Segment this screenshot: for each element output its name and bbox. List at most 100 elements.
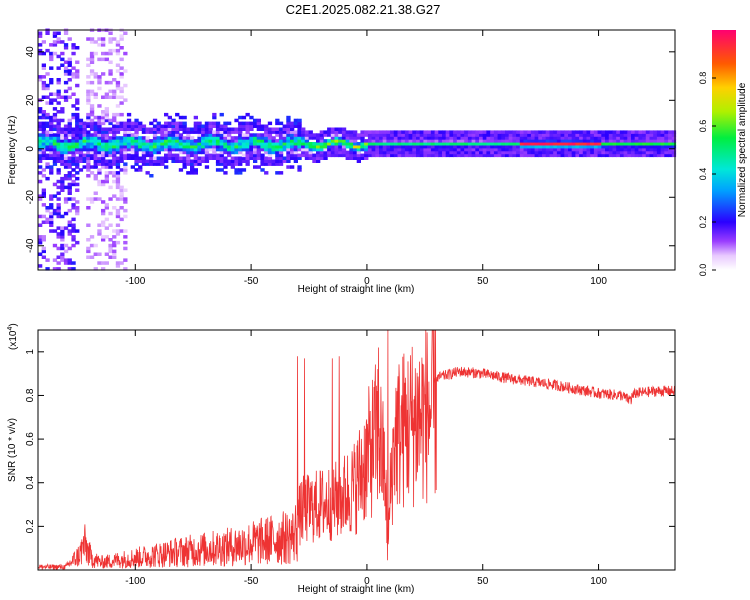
heatmap-cell <box>471 136 476 140</box>
heatmap-cell <box>71 127 76 131</box>
heatmap-cell <box>126 136 132 140</box>
heatmap-cell <box>190 162 195 166</box>
heatmap-cell <box>119 229 124 233</box>
heatmap-cell <box>208 142 213 146</box>
heatmap-cell <box>219 124 224 128</box>
heatmap-cell <box>152 162 158 166</box>
heatmap-cell <box>234 147 239 152</box>
heatmap-cell <box>590 147 595 152</box>
heatmap-cell <box>290 150 295 155</box>
heatmap-cell <box>171 136 176 140</box>
heatmap-cell <box>56 246 61 251</box>
heatmap-cell <box>126 142 132 146</box>
heatmap-cell <box>101 156 106 160</box>
heatmap-cell <box>204 153 210 158</box>
heatmap-cell <box>71 223 76 227</box>
heatmap-cell <box>89 243 95 248</box>
colorbar-tick-label: 0.8 <box>698 72 708 85</box>
heatmap-cell <box>245 130 250 134</box>
heatmap-cell <box>241 136 247 140</box>
heatmap-cell <box>275 127 280 131</box>
heatmap-cell <box>164 112 169 117</box>
heatmap-cell <box>108 51 113 56</box>
heatmap-cell <box>38 31 43 35</box>
heatmap-cell <box>63 95 69 99</box>
heatmap-cell <box>264 156 269 160</box>
heatmap-cell <box>571 133 576 137</box>
heatmap-cell <box>186 156 191 160</box>
heatmap-cell <box>442 153 447 158</box>
heatmap-cell <box>653 153 658 158</box>
heatmap-cell <box>653 133 658 137</box>
heatmap-cell <box>119 185 124 190</box>
heatmap-cell <box>201 124 206 128</box>
heatmap-cell <box>642 136 647 140</box>
heatmap-cell <box>126 127 132 131</box>
heatmap-cell <box>101 43 106 47</box>
heatmap-cell <box>319 130 324 134</box>
heatmap-cell <box>41 124 46 128</box>
heatmap-cell <box>71 46 76 50</box>
heatmap-cell <box>534 133 539 137</box>
heatmap-cell <box>112 136 117 140</box>
heatmap-cell <box>264 127 269 131</box>
heatmap-cell <box>119 136 124 140</box>
heatmap-cell <box>97 133 102 137</box>
heatmap-cell <box>52 208 58 213</box>
heatmap-cell <box>353 147 358 152</box>
heatmap-cell <box>304 150 310 155</box>
heatmap-cell <box>56 31 61 35</box>
heatmap-cell <box>56 95 61 99</box>
heatmap-cell <box>290 144 295 149</box>
heatmap-cell <box>49 144 54 149</box>
heatmap-cell <box>319 139 324 143</box>
heatmap-cell <box>297 156 302 160</box>
heatmap-cell <box>219 159 224 163</box>
heatmap-cell <box>327 133 332 137</box>
heatmap-cell <box>371 147 376 152</box>
heatmap-cell <box>453 153 458 158</box>
heatmap-cell <box>97 124 102 128</box>
heatmap-cell <box>445 144 450 149</box>
heatmap-cell <box>223 165 228 169</box>
heatmap-cell <box>89 144 95 149</box>
heatmap-cell <box>123 168 128 172</box>
heatmap-cell <box>97 139 102 143</box>
heatmap-cell <box>60 179 65 184</box>
heatmap-cell <box>67 188 72 192</box>
heatmap-cell <box>386 147 391 152</box>
heatmap-cell <box>612 150 617 155</box>
heatmap-cell <box>349 150 354 155</box>
heatmap-cell <box>660 133 665 137</box>
heatmap-cell <box>275 130 280 134</box>
heatmap-cell <box>123 188 128 192</box>
heatmap-cell <box>256 150 261 155</box>
heatmap-cell <box>71 243 76 248</box>
heatmap-cell <box>304 153 310 158</box>
heatmap-cell <box>101 147 106 152</box>
heatmap-cell <box>104 235 109 239</box>
heatmap-cell <box>282 142 287 146</box>
heatmap-cell <box>390 147 395 152</box>
heatmap-cell <box>549 139 554 143</box>
heatmap-cell <box>182 121 187 126</box>
heatmap-cell <box>104 261 109 265</box>
heatmap-cell <box>60 136 65 140</box>
heatmap-cell <box>86 206 91 210</box>
heatmap-cell <box>253 139 258 143</box>
heatmap-cell <box>190 165 195 169</box>
heatmap-cell <box>156 147 161 152</box>
heatmap-cell <box>134 133 139 137</box>
heatmap-cell <box>316 159 321 163</box>
heatmap-cell <box>101 159 106 163</box>
heatmap-cell <box>241 133 247 137</box>
heatmap-cell <box>149 159 154 163</box>
heatmap-cell <box>82 139 87 143</box>
heatmap-cell <box>97 159 102 163</box>
heatmap-cell <box>393 153 399 158</box>
heatmap-cell <box>101 150 106 155</box>
heatmap-cell <box>86 246 91 251</box>
heatmap-cell <box>631 150 636 155</box>
heatmap-cell <box>134 127 139 131</box>
heatmap-cell <box>119 197 124 201</box>
